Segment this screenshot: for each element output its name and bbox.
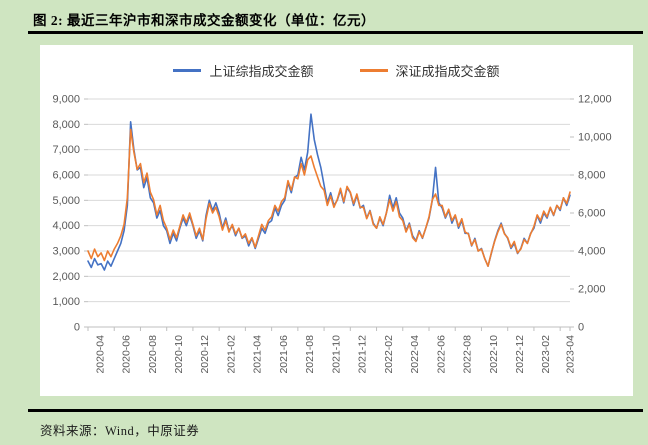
x-axis-tick-label: 2022-02: [383, 335, 395, 374]
legend-line-swatch-orange: [359, 69, 388, 72]
x-axis-tick-label: 2022-08: [462, 335, 474, 374]
x-axis-tick-label: 2020-06: [121, 335, 133, 374]
footer-divider: [28, 409, 643, 412]
chart-panel: 上证综指成交金额 深证成指成交金额 0 1,000 2,000 3,000 4,000 5…: [40, 45, 633, 396]
x-axis-tick-label: 2021-10: [330, 335, 342, 374]
gridlines: [84, 98, 574, 328]
legend-item-shanghai: 上证综指成交金额: [173, 61, 314, 80]
x-axis-tick-label: 2021-08: [304, 335, 316, 374]
y-axis-right-tick-label: 6,000: [578, 208, 606, 220]
x-axis-tick-label: 2023-02: [540, 335, 552, 374]
source-note: 资料来源：Wind，中原证券: [40, 424, 200, 438]
x-axis-tick-label: 2022-06: [435, 335, 447, 374]
axis-labels: 0 1,000 2,000 3,000 4,000 5,000 6,000 7,000 8,00…: [52, 94, 611, 334]
x-axis-tick-label: 2020-10: [173, 335, 185, 374]
x-axis-labels: 2020-04 2020-06 2020-08 2020-10 2020-12 2021-…: [87, 327, 577, 374]
y-axis-left-tick-label: 7,000: [52, 144, 80, 156]
x-axis-tick-label: 2021-04: [252, 335, 264, 374]
x-axis-tick-label: 2022-12: [514, 335, 526, 374]
x-axis-tick-label: 2020-04: [94, 335, 106, 374]
chart-legend: 上证综指成交金额 深证成指成交金额: [40, 61, 633, 80]
y-axis-left-tick-label: 0: [74, 322, 80, 334]
y-axis-right-tick-label: 12,000: [578, 94, 612, 106]
y-axis-right-tick-label: 10,000: [578, 132, 612, 144]
dual-axis-line-chart: 0 1,000 2,000 3,000 4,000 5,000 6,000 7,000 8,00…: [52, 94, 611, 374]
x-axis-tick-label: 2020-12: [199, 335, 211, 374]
legend-label-shenzhen: 深证成指成交金额: [395, 64, 500, 79]
legend-label-shanghai: 上证综指成交金额: [209, 64, 314, 79]
x-axis-tick-label: 2021-06: [278, 335, 290, 374]
y-axis-left-tick-label: 3,000: [52, 246, 80, 258]
x-axis-tick-label: 2021-02: [225, 335, 237, 374]
y-axis-right-tick-label: 2,000: [578, 284, 606, 296]
y-axis-right-tick-label: 4,000: [578, 246, 606, 258]
series-line-shanghai: [87, 113, 571, 271]
title-divider: [28, 31, 643, 34]
y-axis-left-tick-label: 5,000: [52, 195, 80, 207]
y-axis-left-tick-label: 2,000: [52, 271, 80, 283]
y-axis-right-tick-label: 8,000: [578, 170, 606, 182]
y-axis-left-tick-label: 4,000: [52, 220, 80, 232]
legend-line-swatch-blue: [173, 69, 202, 72]
series-line-shenzhen: [87, 128, 571, 267]
x-axis-tick-label: 2022-04: [409, 335, 421, 374]
y-axis-left-tick-label: 6,000: [52, 170, 80, 182]
x-axis-tick-label: 2021-12: [357, 335, 369, 374]
x-axis-tick-label: 2022-10: [488, 335, 500, 374]
x-axis-tick-label: 2020-08: [147, 335, 159, 374]
x-axis-tick-label: 2023-04: [565, 335, 577, 374]
y-axis-right-tick-label: 0: [578, 322, 584, 334]
y-axis-left-tick-label: 8,000: [52, 119, 80, 131]
figure-title: 图 2: 最近三年沪市和深市成交金额变化（单位：亿元）: [33, 13, 375, 28]
y-axis-left-tick-label: 1,000: [52, 296, 80, 308]
legend-item-shenzhen: 深证成指成交金额: [359, 61, 500, 80]
y-axis-left-tick-label: 9,000: [52, 94, 80, 106]
